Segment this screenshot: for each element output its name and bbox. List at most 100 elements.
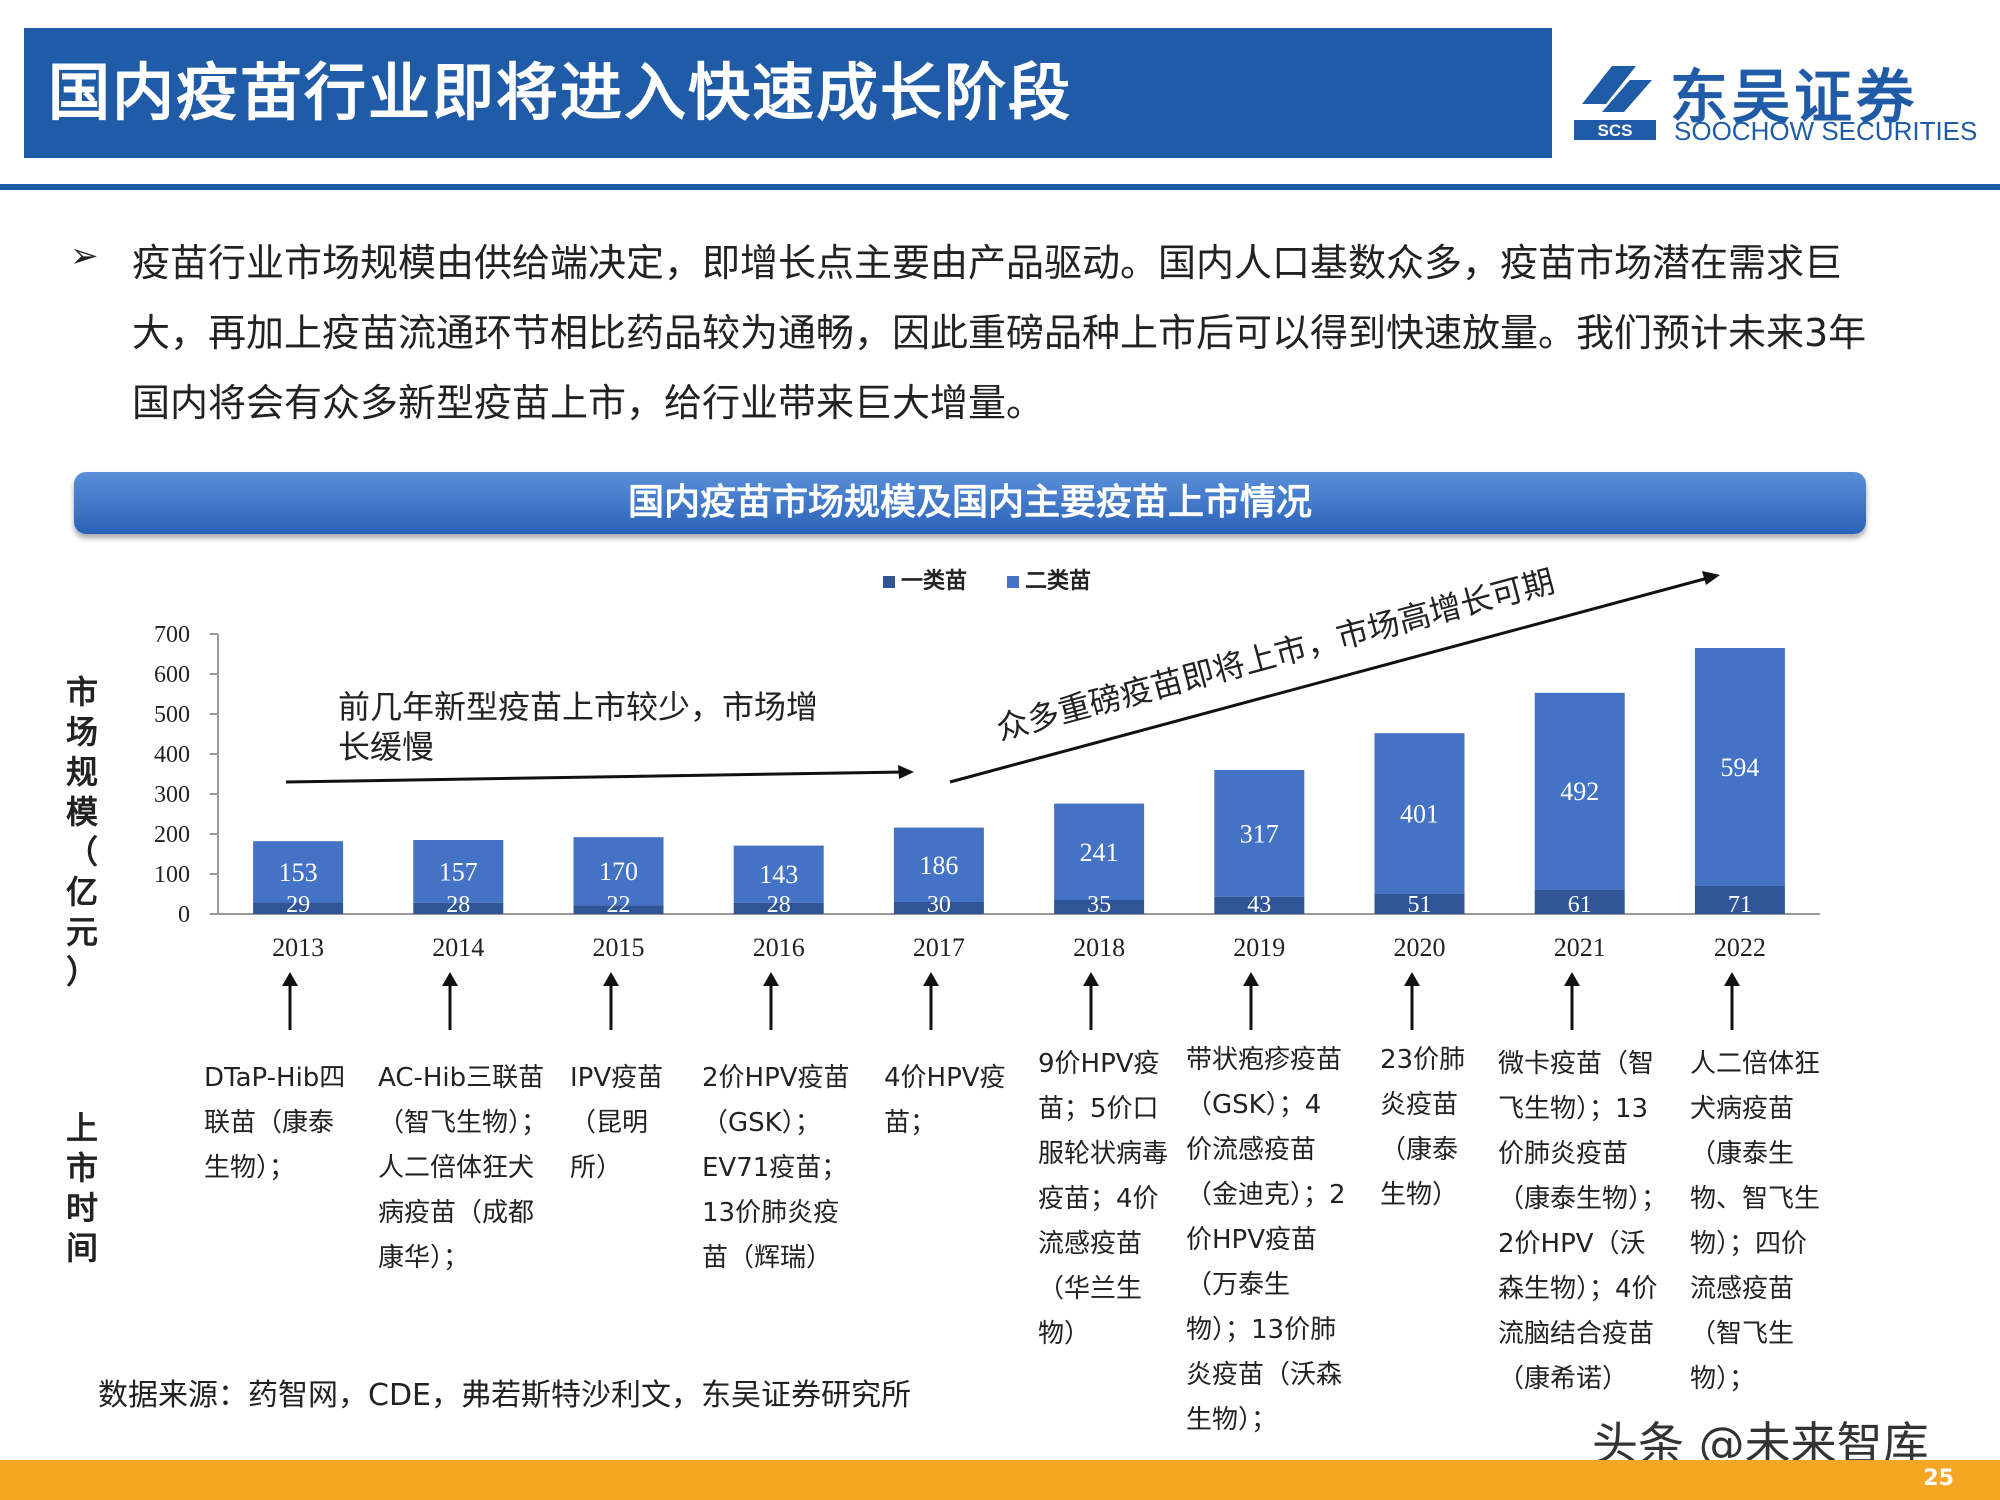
y-tick-label: 0 — [178, 902, 190, 928]
bar-series2 — [1214, 770, 1305, 897]
section-title: 国内疫苗市场规模及国内主要疫苗上市情况 — [627, 482, 1312, 523]
timeline-up-arrow-icon — [1403, 972, 1420, 1030]
legend-swatch-series1 — [883, 576, 895, 588]
data-label-series2: 492 — [1560, 777, 1599, 806]
y-tick-label: 400 — [154, 742, 190, 768]
bar-series2 — [1054, 803, 1145, 900]
section-banner — [74, 472, 1866, 534]
data-label-series2: 143 — [759, 860, 798, 889]
timeline-event-2019: 带状疱疹疫苗（GSK）；4价流感疫苗（金迪克）；2价HPV疫苗（万泰生物）；13… — [1186, 1045, 1346, 1435]
legend-label-series1: 一类苗 — [901, 569, 967, 594]
data-label-series2: 186 — [919, 851, 958, 880]
x-tick-label: 2013 — [272, 933, 324, 962]
bar-series1 — [413, 902, 504, 914]
data-label-series1: 30 — [927, 892, 951, 918]
bar-series2 — [573, 837, 664, 906]
timeline-up-arrow-icon — [1243, 972, 1260, 1030]
data-label-series2: 241 — [1080, 838, 1119, 867]
bar-series1 — [733, 902, 824, 914]
timeline-up-arrow-icon — [1723, 972, 1740, 1030]
bar-series2 — [733, 845, 824, 903]
trend-arrow-slow — [285, 770, 905, 784]
bar-series1 — [253, 902, 344, 914]
legend-swatch-series2 — [1007, 576, 1019, 588]
bullet-paragraph: 疫苗行业市场规模由供给端决定，即增长点主要由产品驱动。国内人口基数众多，疫苗市场… — [132, 241, 1867, 425]
x-tick-label: 2014 — [432, 933, 484, 962]
bar-series1 — [573, 905, 664, 914]
market-size-chart: 一类苗 二类苗 0 100 200 300 400 500 600 700 2013 2014 20… — [154, 562, 1820, 962]
timeline-event-2018: 9价HPV疫苗；5价口服轮状病毒疫苗；4价流感疫苗（华兰生物） — [1038, 1049, 1169, 1349]
data-label-series1: 29 — [286, 892, 310, 918]
timeline-event-2016: 2价HPV疫苗（GSK）；EV71疫苗；13价肺炎疫苗（辉瑞） — [702, 1063, 850, 1273]
timeline-event-2013: DTaP-Hib四联苗（康泰生物）； — [204, 1063, 346, 1183]
y-tick-label: 300 — [154, 782, 190, 808]
chart-annotations: 前几年新型疫苗上市较少，市场增 长缓慢 众多重磅疫苗即将上市，市场高增长可期 — [285, 562, 1720, 784]
x-tick-label: 2019 — [1233, 933, 1285, 962]
timeline-up-arrow-icon — [442, 972, 459, 1030]
annotation-slow-line1: 前几年新型疫苗上市较少，市场增 — [338, 688, 818, 726]
timeline-up-arrow-icon — [1083, 972, 1100, 1030]
bar-series2 — [413, 840, 504, 903]
data-label-series1: 35 — [1087, 892, 1111, 918]
bar-series2 — [1374, 733, 1465, 894]
legend-label-series2: 二类苗 — [1025, 569, 1091, 594]
y-tick-label: 100 — [154, 862, 190, 888]
page-number: 25 — [1923, 1466, 1954, 1491]
x-tick-label: 2021 — [1554, 933, 1606, 962]
launch-timeline: DTaP-Hib四联苗（康泰生物）； AC-Hib三联苗（智飞生物）；人二倍体狂犬… — [0, 972, 2000, 1450]
data-label-series2: 153 — [279, 858, 318, 887]
x-tick-label: 2015 — [593, 933, 645, 962]
timeline-event-2017: 4价HPV疫苗； — [884, 1063, 1006, 1138]
timeline-event-2020: 23价肺炎疫苗（康泰生物） — [1380, 1045, 1466, 1210]
annotation-slow-line2: 长缓慢 — [338, 728, 434, 766]
soochow-logo-icon: SCS — [1574, 66, 1656, 140]
timeline-up-arrow-icon — [922, 972, 939, 1030]
timeline-event-2021: 微卡疫苗（智飞生物）；13价肺炎疫苗（康泰生物）；2价HPV（沃森生物）；4价流… — [1498, 1049, 1668, 1394]
x-tick-label: 2022 — [1714, 933, 1766, 962]
x-tick-label: 2020 — [1394, 933, 1446, 962]
chart-y-axis-label: 市场规模（亿元） — [65, 673, 98, 991]
data-label-series1: 43 — [1247, 892, 1271, 918]
chart-legend: 一类苗 二类苗 — [883, 569, 1091, 594]
timeline-event-2015: IPV疫苗（昆明所） — [570, 1063, 664, 1183]
data-label-series2: 157 — [439, 857, 478, 886]
timeline-event-2022: 人二倍体狂犬病疫苗（康泰生物、智飞生物）；四价流感疫苗（智飞生物）； — [1690, 1049, 1821, 1394]
data-label-series2: 594 — [1720, 753, 1759, 782]
y-tick-label: 500 — [154, 702, 190, 728]
footer-bar — [0, 1460, 2000, 1500]
brand-logo: SCS 东吴证券 SOOCHOW SECURITIES — [1572, 50, 1977, 150]
title-bar — [24, 28, 1552, 158]
timeline-up-arrow-icon — [1563, 972, 1580, 1030]
x-tick-label: 2018 — [1073, 933, 1125, 962]
bar-series1 — [1534, 889, 1625, 914]
y-tick-label: 600 — [154, 662, 190, 688]
data-label-series1: 22 — [607, 892, 631, 918]
trend-arrow-fast — [949, 576, 1709, 784]
bar-series1 — [1694, 885, 1785, 914]
x-tick-label: 2017 — [913, 933, 965, 962]
data-label-series1: 61 — [1568, 892, 1592, 918]
trend-arrowhead-fast — [1702, 571, 1720, 585]
data-label-series2: 401 — [1400, 799, 1439, 828]
logo-chinese-name: 东吴证券 — [1670, 63, 1919, 131]
data-label-series1: 28 — [767, 892, 791, 918]
x-tick-label: 2016 — [753, 933, 805, 962]
y-tick-label: 700 — [154, 622, 190, 648]
bar-series1 — [1374, 893, 1465, 914]
timeline-event-2014: AC-Hib三联苗（智飞生物）；人二倍体狂犬病疫苗（成都康华）； — [378, 1063, 548, 1273]
bar-series1 — [893, 902, 984, 914]
logo-english-name: SOOCHOW SECURITIES — [1674, 116, 1978, 146]
bullet-arrow-icon: ➢ — [70, 236, 99, 276]
bar-series1 — [1214, 896, 1305, 914]
timeline-up-arrow-icon — [762, 972, 779, 1030]
timeline-up-arrow-icon — [602, 972, 619, 1030]
bar-series1 — [1054, 900, 1145, 914]
title-underline — [0, 184, 2000, 190]
bar-series2 — [1534, 692, 1625, 890]
data-source-note: 数据来源：药智网，CDE，弗若斯特沙利文，东吴证券研究所 — [98, 1378, 912, 1413]
chart-bars: 153 29 157 28 170 22 143 28 186 30 241 35 317 43 401 51… — [253, 648, 1785, 918]
y-tick-label: 200 — [154, 822, 190, 848]
data-label-series2: 170 — [599, 857, 638, 886]
data-label-series1: 71 — [1728, 892, 1752, 918]
logo-mark-text: SCS — [1598, 121, 1633, 140]
